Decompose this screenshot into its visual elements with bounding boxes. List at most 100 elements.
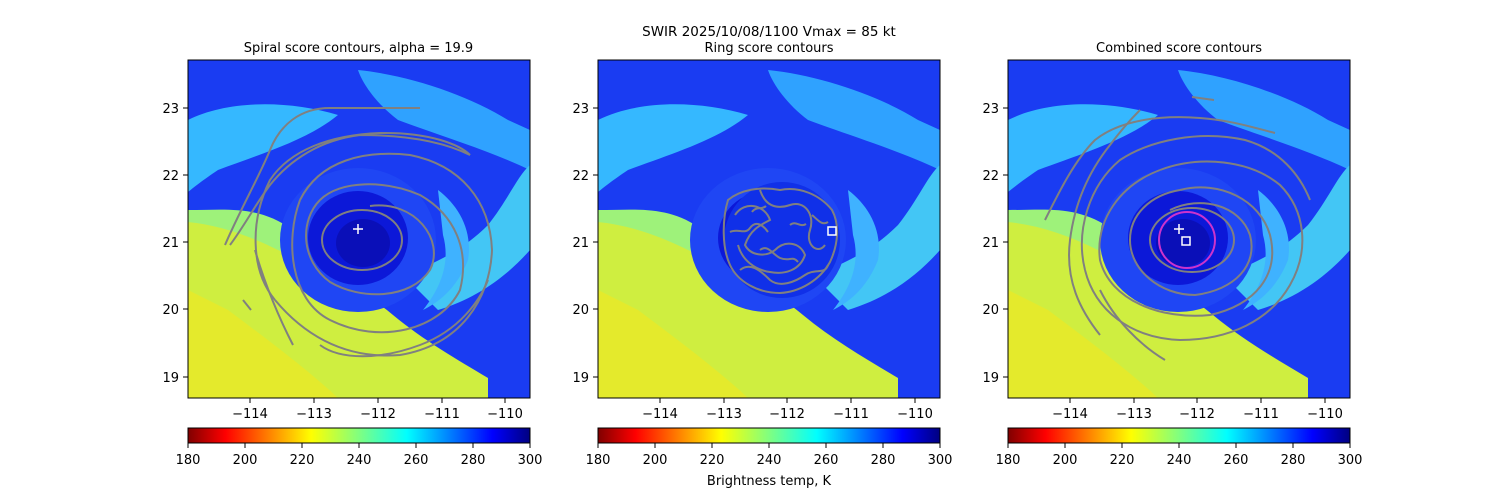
- contour-spiral: [319, 279, 489, 358]
- colorbar-tick-label: 180: [176, 453, 201, 468]
- y-tick-label: 21: [572, 236, 589, 251]
- contour-ring: [321, 209, 403, 271]
- y-tick-label: 19: [982, 371, 999, 386]
- x-tick-label: −111: [833, 407, 869, 422]
- x-tick-label: −113: [296, 407, 332, 422]
- colorbar-tick-label: 260: [404, 453, 429, 468]
- contour-spiral: [291, 183, 465, 334]
- contour-spiral: [274, 152, 494, 357]
- magenta-ring: [1158, 211, 1216, 269]
- contour-ring: [1149, 207, 1235, 273]
- ring-contour: [759, 189, 826, 250]
- first-guess-plus-icon: [1174, 224, 1184, 234]
- colorbar-tick-label: 280: [461, 453, 486, 468]
- y-tick-label: 23: [572, 102, 589, 117]
- y-ticks: [183, 107, 188, 378]
- axes-frame: [187, 59, 531, 399]
- x-ticks: [1069, 398, 1326, 403]
- colorbar-tick-label: 240: [1167, 453, 1192, 468]
- colorbar-label: Brightness temp, K: [707, 474, 832, 489]
- colorbar-tick-label: 240: [347, 453, 372, 468]
- colorbar-tick-label: 180: [586, 453, 611, 468]
- ring-contour: [759, 247, 799, 263]
- combined-best-center-square-icon: [1181, 236, 1191, 246]
- contour-spiral: [1128, 189, 1253, 297]
- colorbar-tick-label: 180: [996, 453, 1021, 468]
- colorbar-tick-label: 300: [928, 453, 953, 468]
- ring-best-center-square-icon: [827, 226, 837, 236]
- colorbar: [597, 427, 941, 444]
- contour-spiral: [1098, 169, 1274, 317]
- ring-contour: [739, 264, 829, 285]
- contour-spiral: [1044, 116, 1276, 221]
- colorbar-tick-label: 280: [1281, 453, 1306, 468]
- colorbar-tick-label: 300: [1338, 453, 1363, 468]
- x-tick-label: −110: [897, 407, 933, 422]
- contour-spiral: [1068, 109, 1141, 336]
- x-tick-label: −111: [424, 407, 460, 422]
- colorbar-tick-label: 200: [643, 453, 668, 468]
- colorbar: [187, 427, 531, 444]
- x-tick-label: −114: [232, 407, 268, 422]
- x-ticks: [659, 398, 916, 403]
- axes-frame: [1007, 59, 1351, 399]
- y-tick-label: 21: [162, 236, 179, 251]
- contour-spiral: [224, 106, 420, 246]
- x-tick-label: −110: [1307, 407, 1343, 422]
- x-tick-label: −113: [706, 407, 742, 422]
- x-tick-label: −114: [642, 407, 678, 422]
- colorbar-tick-label: 280: [871, 453, 896, 468]
- ring-contour: [751, 205, 829, 227]
- contour-spiral: [1099, 289, 1166, 361]
- colorbar-tick-label: 220: [290, 453, 315, 468]
- panel-combined: Combined score contours: [982, 41, 1362, 468]
- contour-spiral: [1084, 160, 1304, 342]
- x-tick-label: −113: [1116, 407, 1152, 422]
- contour-fragment: [242, 299, 252, 311]
- contour-spiral: [254, 249, 294, 346]
- x-tick-label: −110: [487, 407, 523, 422]
- x-tick-label: −111: [1243, 407, 1279, 422]
- contour-spiral: [1081, 135, 1311, 271]
- colorbar: [1007, 427, 1351, 444]
- center-plus-icon: [353, 224, 363, 234]
- ring-disc: [722, 182, 840, 298]
- y-ticks: [593, 107, 598, 378]
- x-ticks: [249, 398, 506, 403]
- colorbar-tick-label: 260: [814, 453, 839, 468]
- contour-spiral: [229, 133, 471, 246]
- spiral-contours: [224, 106, 494, 358]
- y-tick-label: 21: [982, 236, 999, 251]
- panel-ring: Ring score contours: [572, 41, 952, 489]
- colorbar-tick-label: 200: [233, 453, 258, 468]
- y-ticks: [1003, 107, 1008, 378]
- combined-contours: [1044, 96, 1311, 361]
- figure-title: SWIR 2025/10/08/1100 Vmax = 85 kt: [642, 24, 896, 40]
- x-tick-label: −112: [769, 407, 805, 422]
- colorbar-tick-label: 300: [518, 453, 543, 468]
- axes-frame: [597, 59, 941, 399]
- contour-spiral: [305, 199, 435, 296]
- colorbar-tick-label: 200: [1053, 453, 1078, 468]
- x-tick-label: −114: [1052, 407, 1088, 422]
- y-tick-label: 20: [162, 303, 179, 318]
- colorbar-tick-label: 220: [700, 453, 725, 468]
- y-tick-label: 23: [982, 102, 999, 117]
- panel-title: Ring score contours: [704, 41, 833, 56]
- y-tick-label: 20: [982, 303, 999, 318]
- y-tick-label: 22: [572, 169, 589, 184]
- ring-contour: [722, 187, 838, 295]
- ring-contour: [729, 222, 769, 233]
- colorbar-tick-label: 220: [1110, 453, 1135, 468]
- colorbar-tick-label: 260: [1224, 453, 1249, 468]
- y-tick-label: 23: [162, 102, 179, 117]
- panel-spiral: Spiral score contours, alpha = 19.9: [162, 41, 542, 468]
- contour-fragment: [1191, 96, 1215, 101]
- ring-contour: [734, 205, 807, 274]
- panel-title: Spiral score contours, alpha = 19.9: [244, 41, 473, 56]
- y-tick-label: 19: [162, 371, 179, 386]
- y-tick-label: 19: [572, 371, 589, 386]
- y-tick-label: 22: [162, 169, 179, 184]
- panel-title: Combined score contours: [1096, 41, 1262, 56]
